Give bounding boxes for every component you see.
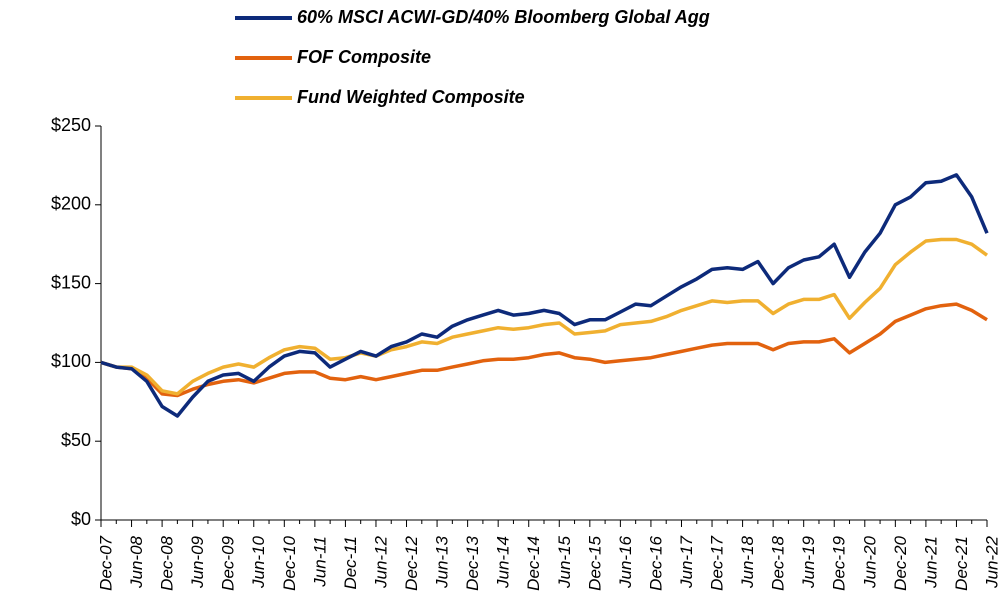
- x-tick-label: Jun-11: [310, 536, 329, 588]
- legend-label: Fund Weighted Composite: [297, 87, 525, 107]
- series-line: [100, 173, 989, 418]
- y-tick-label: $250: [51, 115, 91, 135]
- y-tick-label: $0: [71, 509, 91, 529]
- x-tick-label: Dec-20: [891, 535, 910, 590]
- x-tick-label: Jun-08: [127, 535, 146, 589]
- x-tick-label: Dec-08: [158, 535, 177, 590]
- x-tick-label: Jun-10: [249, 535, 268, 589]
- y-tick-label: $200: [51, 194, 91, 214]
- x-tick-label: Jun-09: [188, 535, 207, 589]
- x-tick-label: Jun-21: [921, 536, 940, 589]
- x-tick-label: Dec-16: [646, 535, 665, 590]
- legend-label: 60% MSCI ACWI-GD/40% Bloomberg Global Ag…: [297, 7, 710, 27]
- x-tick-label: Dec-21: [952, 536, 971, 591]
- legend-label: FOF Composite: [297, 47, 431, 67]
- x-tick-label: Jun-17: [677, 535, 696, 589]
- x-tick-label: Jun-15: [555, 535, 574, 589]
- x-tick-label: Jun-16: [616, 535, 635, 589]
- x-tick-label: Dec-11: [341, 536, 360, 590]
- series-line: [100, 237, 989, 396]
- x-tick-label: Dec-07: [96, 535, 115, 590]
- x-tick-label: Jun-19: [799, 535, 818, 589]
- series-line: [100, 302, 988, 398]
- x-tick-label: Dec-10: [280, 535, 299, 590]
- x-tick-label: Jun-13: [433, 535, 452, 589]
- x-tick-label: Jun-18: [738, 535, 757, 589]
- x-tick-label: Dec-18: [769, 535, 788, 590]
- y-tick-label: $50: [61, 430, 91, 450]
- x-tick-label: Dec-15: [585, 535, 604, 590]
- x-tick-label: Jun-20: [860, 535, 879, 589]
- x-tick-label: Dec-17: [708, 535, 727, 590]
- x-tick-label: Dec-14: [524, 536, 543, 591]
- y-tick-label: $100: [51, 351, 91, 371]
- x-tick-label: Dec-13: [463, 535, 482, 590]
- x-tick-label: Jun-22: [982, 535, 1001, 589]
- x-tick-label: Dec-12: [402, 535, 421, 590]
- x-tick-label: Jun-14: [494, 536, 513, 589]
- x-tick-label: Jun-12: [371, 535, 390, 589]
- x-tick-label: Dec-09: [219, 535, 238, 590]
- x-tick-label: Dec-19: [830, 535, 849, 590]
- y-tick-label: $150: [51, 272, 91, 292]
